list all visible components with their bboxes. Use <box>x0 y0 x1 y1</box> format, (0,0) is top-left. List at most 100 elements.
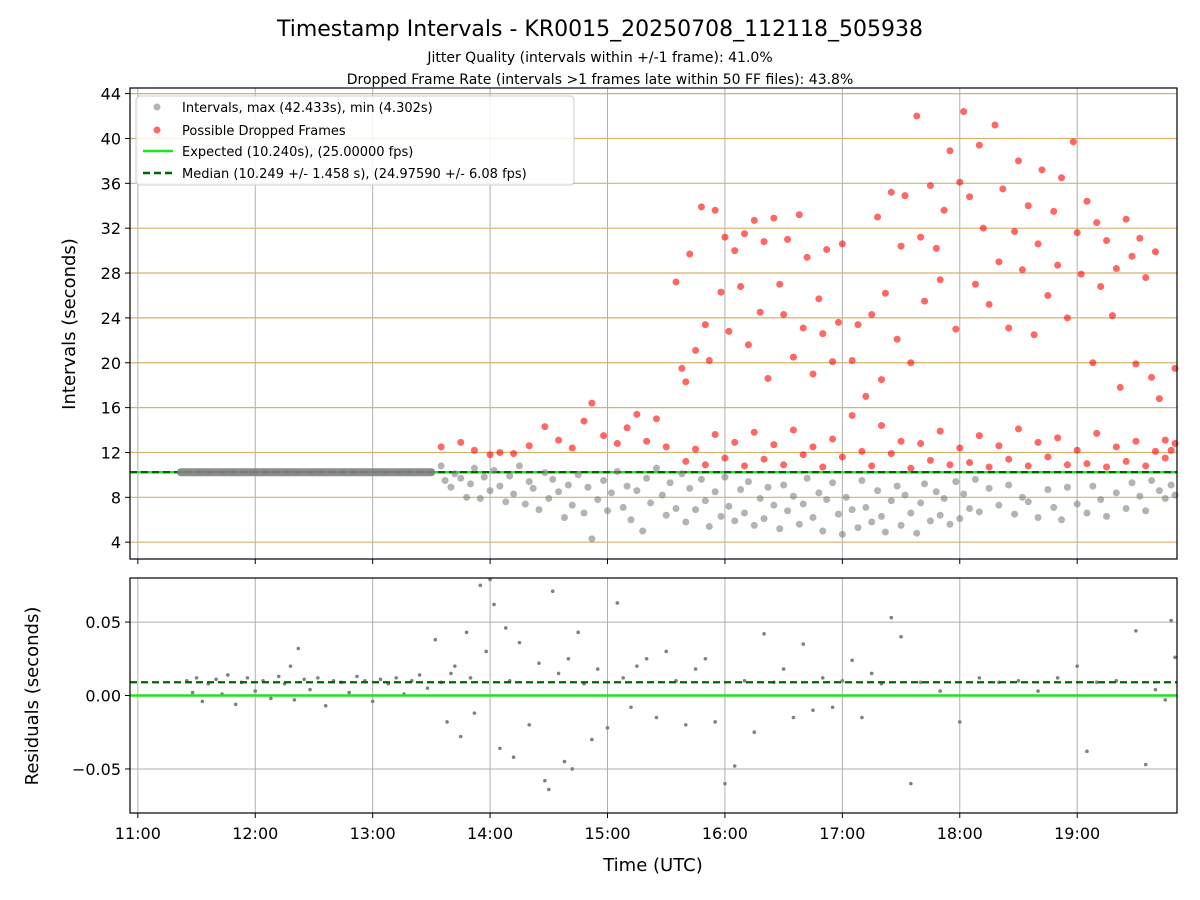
dropped-frame-point <box>1151 248 1159 256</box>
interval-point <box>1034 514 1042 522</box>
residual-point <box>347 690 351 695</box>
dropped-frame-point <box>750 428 758 436</box>
residual-point <box>308 687 312 692</box>
interval-point <box>525 478 533 486</box>
dropped-frame-point <box>588 399 596 407</box>
residual-point <box>288 664 293 668</box>
interval-point <box>893 482 901 490</box>
dropped-frame-point <box>750 216 758 224</box>
dropped-frame-point <box>789 353 797 361</box>
dropped-frame-point <box>692 445 700 453</box>
x-tick-label: 11:00 <box>115 824 161 843</box>
interval-point <box>784 507 792 515</box>
residual-point <box>938 689 943 693</box>
dropped-frame-point <box>555 436 563 444</box>
interval-point <box>932 488 940 496</box>
interval-point <box>652 464 660 472</box>
interval-point <box>1128 479 1136 487</box>
interval-point <box>877 512 885 520</box>
dropped-frame-point <box>510 450 518 458</box>
residual-point <box>899 634 903 639</box>
dropped-frame-point <box>1011 228 1019 236</box>
dropped-frame-point <box>1122 457 1130 465</box>
dropped-frame-point <box>568 444 576 452</box>
residual-point <box>550 589 555 594</box>
interval-point <box>848 506 856 514</box>
residual-point <box>664 649 669 654</box>
interval-point <box>580 509 588 517</box>
residual-point <box>323 703 328 708</box>
interval-point <box>971 475 979 483</box>
dropped-frame-point <box>985 463 993 471</box>
chart-title: Timestamp Intervals - KR0015_20250708_11… <box>276 17 923 42</box>
residual-point <box>830 705 835 710</box>
dropped-frame-point <box>721 454 729 462</box>
dropped-frame-point <box>1122 215 1130 223</box>
dropped-frame-point <box>893 335 901 343</box>
dropped-frame-point <box>1161 436 1169 444</box>
interval-point <box>613 468 621 476</box>
interval-point <box>604 507 612 515</box>
dropped-frame-point <box>1132 360 1140 368</box>
interval-point <box>535 506 543 514</box>
residual-point <box>1016 679 1021 683</box>
dropped-frame-point <box>795 211 803 219</box>
dropped-frame-point <box>1044 291 1052 299</box>
legend-box <box>135 95 575 186</box>
dropped-frame-point <box>1050 207 1058 215</box>
residuals-y-axis-label: Residuals (seconds) <box>22 607 43 786</box>
interval-point <box>829 479 837 487</box>
interval-point <box>1058 516 1066 524</box>
interval-point <box>607 489 615 497</box>
dropped-frame-point <box>975 432 983 440</box>
dropped-frame-point <box>496 448 504 456</box>
residual-point <box>562 759 567 764</box>
interval-point <box>946 520 954 528</box>
dropped-frame-point <box>437 443 445 451</box>
dropped-frame-point <box>457 438 465 446</box>
interval-point <box>600 477 608 484</box>
residual-point <box>200 699 205 704</box>
interval-point <box>480 473 488 481</box>
dropped-frame-point <box>809 370 817 378</box>
residual-point <box>527 723 532 727</box>
interval-point <box>574 471 582 479</box>
dropped-frame-point <box>1083 460 1091 468</box>
dropped-frame-point <box>1034 438 1042 446</box>
intervals-y-tick-label: 36 <box>101 174 121 193</box>
interval-point <box>838 530 846 538</box>
dropped-frame-point <box>803 253 811 261</box>
dropped-frame-point <box>907 464 915 472</box>
dropped-frame-point <box>1097 282 1105 290</box>
dropped-frame-point <box>705 357 713 365</box>
residual-point <box>752 730 757 735</box>
dropped-frame-point <box>1093 429 1101 437</box>
interval-point <box>521 500 529 508</box>
interval-point <box>1161 494 1169 502</box>
interval-point <box>750 521 758 529</box>
interval-point <box>1044 485 1052 493</box>
interval-point <box>907 509 915 517</box>
dropped-frame-point <box>815 295 823 303</box>
dropped-frame-point <box>784 235 792 243</box>
dropped-frame-point <box>470 446 478 454</box>
dropped-frame-point <box>887 450 895 458</box>
dropped-frame-point <box>1108 312 1116 320</box>
dropped-frame-point <box>760 238 768 246</box>
interval-point <box>737 485 745 493</box>
legend-expected-label: Expected (10.240s), (25.00000 fps) <box>182 145 413 160</box>
dropped-frame-point <box>711 206 719 214</box>
dropped-frame-point <box>1034 240 1042 248</box>
residual-point <box>801 642 806 646</box>
dropped-frame-point <box>764 374 772 382</box>
residual-point <box>595 667 600 671</box>
dropped-frame-point <box>1116 383 1124 391</box>
residual-point <box>370 699 375 704</box>
dropped-frame-point <box>854 321 862 329</box>
interval-point <box>823 496 831 504</box>
residuals-reference-lines <box>130 681 1177 697</box>
interval-point <box>463 493 471 501</box>
residual-point <box>977 676 982 680</box>
residual-point <box>269 696 273 701</box>
